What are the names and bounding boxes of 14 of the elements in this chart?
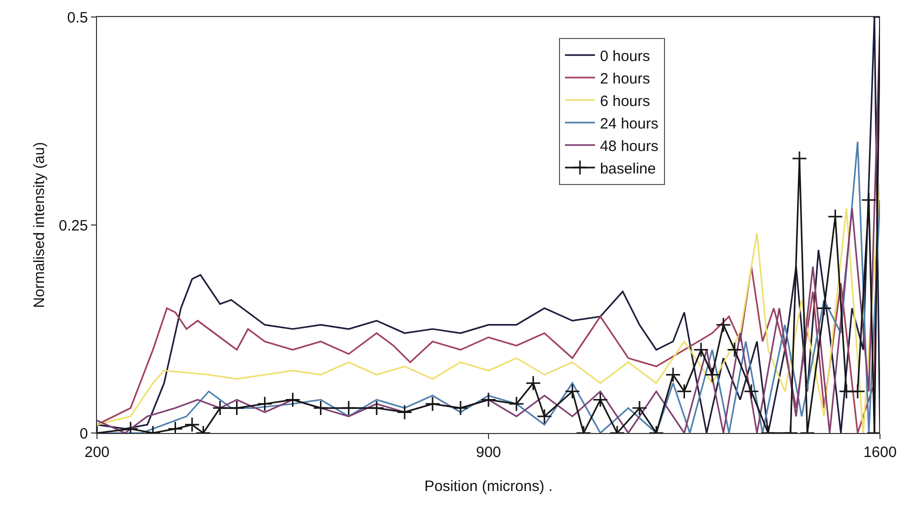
y-tick-label: 0.5 xyxy=(67,9,88,26)
x-tick-label: 900 xyxy=(476,444,502,461)
y-tick-label: 0 xyxy=(80,425,88,442)
legend-label: 0 hours xyxy=(600,48,650,65)
x-axis-title: Position (microns) . xyxy=(424,478,553,495)
legend-label: 24 hours xyxy=(600,115,658,132)
legend-label: 6 hours xyxy=(600,92,650,110)
legend-label: 48 hours xyxy=(600,138,658,155)
x-tick-label: 1600 xyxy=(863,444,897,461)
y-tick-label: 0.25 xyxy=(58,217,88,234)
legend-label: baseline xyxy=(600,160,656,178)
legend-label: 2 hours xyxy=(600,70,650,88)
y-axis-title: Normalised intensity (au) xyxy=(31,142,48,308)
x-tick-label: 200 xyxy=(84,444,110,461)
